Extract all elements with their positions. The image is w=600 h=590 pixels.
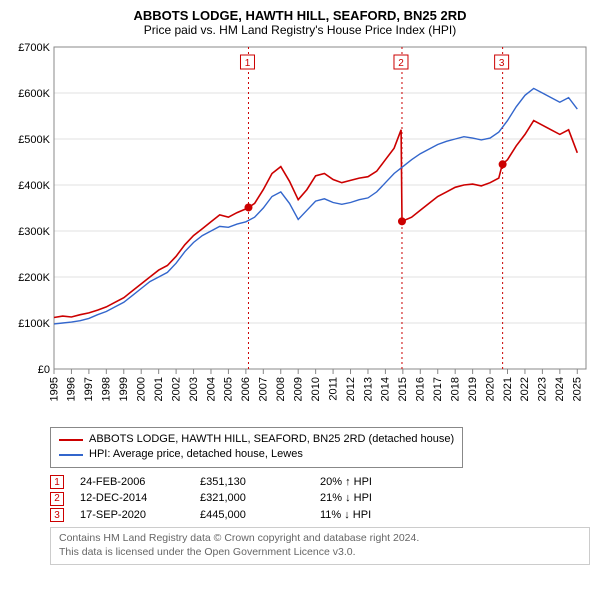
legend-row: ABBOTS LODGE, HAWTH HILL, SEAFORD, BN25 …: [59, 432, 454, 447]
xtick-label: 2018: [449, 377, 461, 401]
event-date: 24-FEB-2006: [80, 474, 200, 491]
event-row: 2 12-DEC-2014£321,00021% ↓ HPI: [50, 490, 590, 507]
xtick-label: 1996: [66, 377, 78, 401]
xtick-label: 2017: [432, 377, 444, 401]
xtick-label: 2019: [467, 377, 479, 401]
xtick-label: 1997: [83, 377, 95, 401]
event-number-box: 2: [50, 492, 64, 506]
event-date: 17-SEP-2020: [80, 507, 200, 524]
xtick-label: 2021: [502, 377, 514, 401]
event-number-box: 1: [50, 475, 64, 489]
xtick-label: 2023: [537, 377, 549, 401]
sale-marker: [398, 217, 406, 225]
xtick-label: 2000: [136, 377, 148, 401]
xtick-label: 2013: [362, 377, 374, 401]
xtick-label: 2009: [292, 377, 304, 401]
event-price: £351,130: [200, 474, 320, 491]
events-list: 1 24-FEB-2006£351,13020% ↑ HPI 2 12-DEC-201…: [50, 474, 590, 524]
xtick-label: 2005: [223, 377, 235, 401]
legend-label: HPI: Average price, detached house, Lewe…: [89, 447, 303, 462]
event-marker-label: 3: [499, 58, 505, 69]
xtick-label: 2002: [170, 377, 182, 401]
event-diff: 21% ↓ HPI: [320, 490, 440, 507]
xtick-label: 1998: [101, 377, 113, 401]
event-price: £445,000: [200, 507, 320, 524]
ytick-label: £600K: [18, 88, 50, 100]
xtick-label: 2010: [310, 377, 322, 401]
xtick-label: 2008: [275, 377, 287, 401]
chart-title: ABBOTS LODGE, HAWTH HILL, SEAFORD, BN25 …: [10, 8, 590, 23]
copyright-box: Contains HM Land Registry data © Crown c…: [50, 527, 590, 564]
xtick-label: 2016: [415, 377, 427, 401]
xtick-label: 2015: [397, 377, 409, 401]
xtick-label: 2011: [327, 377, 339, 401]
ytick-label: £300K: [18, 226, 50, 238]
chart-container: ABBOTS LODGE, HAWTH HILL, SEAFORD, BN25 …: [0, 0, 600, 590]
xtick-label: 2004: [205, 377, 217, 401]
xtick-label: 2020: [484, 377, 496, 401]
copyright-line2: This data is licensed under the Open Gov…: [59, 546, 581, 560]
xtick-label: 2024: [554, 377, 566, 401]
series-hpi: [54, 88, 577, 324]
xtick-label: 1999: [118, 377, 130, 401]
event-date: 12-DEC-2014: [80, 490, 200, 507]
series-property: [54, 121, 577, 318]
ytick-label: £100K: [18, 318, 50, 330]
xtick-label: 2014: [380, 377, 392, 401]
ytick-label: £0: [38, 364, 50, 376]
event-marker-label: 1: [245, 58, 251, 69]
sale-marker: [499, 160, 507, 168]
sale-marker: [244, 203, 252, 211]
ytick-label: £700K: [18, 42, 50, 54]
ytick-label: £400K: [18, 180, 50, 192]
xtick-label: 1995: [48, 377, 60, 401]
xtick-label: 2006: [240, 377, 252, 401]
event-row: 3 17-SEP-2020£445,00011% ↓ HPI: [50, 507, 590, 524]
xtick-label: 2012: [345, 377, 357, 401]
event-diff: 11% ↓ HPI: [320, 507, 440, 524]
event-row: 1 24-FEB-2006£351,13020% ↑ HPI: [50, 474, 590, 491]
legend-swatch: [59, 439, 83, 441]
legend-row: HPI: Average price, detached house, Lewe…: [59, 447, 454, 462]
xtick-label: 2001: [153, 377, 165, 401]
ytick-label: £200K: [18, 272, 50, 284]
chart-subtitle: Price paid vs. HM Land Registry's House …: [10, 23, 590, 37]
xtick-label: 2025: [572, 377, 584, 401]
event-marker-label: 2: [398, 58, 404, 69]
legend-label: ABBOTS LODGE, HAWTH HILL, SEAFORD, BN25 …: [89, 432, 454, 447]
xtick-label: 2007: [258, 377, 270, 401]
xtick-label: 2003: [188, 377, 200, 401]
xtick-label: 2022: [519, 377, 531, 401]
event-diff: 20% ↑ HPI: [320, 474, 440, 491]
legend-box: ABBOTS LODGE, HAWTH HILL, SEAFORD, BN25 …: [50, 427, 463, 468]
event-number-box: 3: [50, 508, 64, 522]
ytick-label: £500K: [18, 134, 50, 146]
copyright-line1: Contains HM Land Registry data © Crown c…: [59, 532, 581, 546]
chart-plot: £0 £100K £200K £300K £400K £500K £600K £700K 199…: [10, 41, 590, 421]
event-price: £321,000: [200, 490, 320, 507]
legend-swatch: [59, 454, 83, 456]
